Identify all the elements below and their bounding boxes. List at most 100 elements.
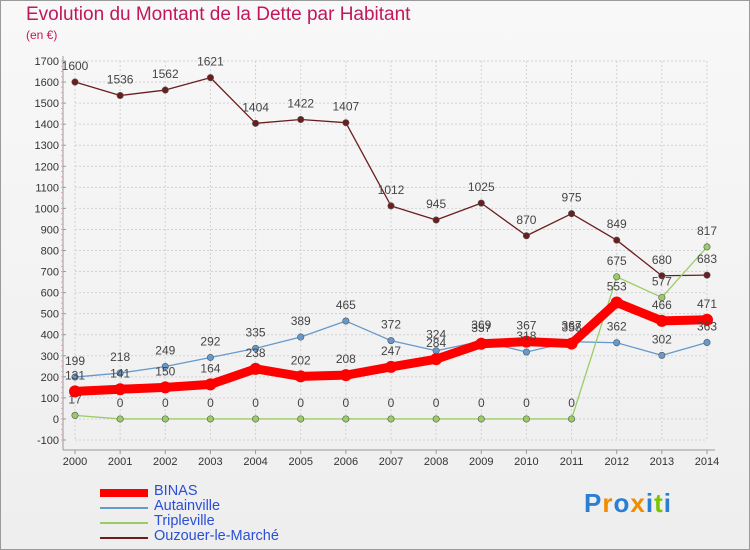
logo-letter: t	[654, 488, 664, 518]
data-point	[613, 236, 621, 244]
x-tick-label: 2001	[108, 456, 132, 468]
data-label: 363	[697, 320, 717, 334]
x-tick-label: 2007	[379, 456, 403, 468]
y-tick-label: 1700	[35, 56, 59, 68]
legend-swatch	[100, 522, 148, 524]
data-point	[342, 415, 350, 423]
chart-title: Evolution du Montant de la Dette par Hab…	[26, 4, 411, 25]
data-point	[114, 383, 127, 396]
x-tick-label: 2002	[153, 456, 177, 468]
x-tick-label: 2009	[469, 456, 493, 468]
series-group	[69, 74, 713, 423]
data-label: 0	[297, 396, 304, 410]
axes: -100010020030040050060070080090010001100…	[35, 56, 719, 468]
data-point	[703, 243, 711, 251]
data-label: 389	[291, 314, 311, 328]
data-point	[701, 313, 713, 326]
data-label: 0	[162, 396, 169, 410]
data-label: 1536	[107, 73, 134, 87]
data-point	[520, 335, 533, 348]
data-label: 199	[65, 354, 85, 368]
data-label: 150	[155, 364, 175, 378]
data-label: 683	[697, 252, 717, 266]
x-tick-label: 2006	[334, 456, 358, 468]
data-label: 680	[652, 253, 672, 267]
data-point	[249, 362, 262, 375]
y-tick-label: 1400	[35, 119, 59, 131]
data-label: 471	[697, 297, 717, 311]
data-point	[658, 351, 666, 359]
data-label: 218	[110, 350, 130, 364]
data-label: 1562	[152, 67, 179, 81]
data-label: 324	[426, 328, 446, 342]
data-label: 302	[652, 332, 672, 346]
data-label: 0	[433, 396, 440, 410]
data-label: 141	[110, 366, 130, 380]
y-tick-label: 0	[53, 414, 59, 426]
y-tick-label: 1500	[35, 98, 59, 110]
data-label: 466	[652, 298, 672, 312]
data-label: 577	[652, 274, 672, 288]
logo-letter: o	[613, 488, 631, 518]
data-label: 1422	[287, 97, 314, 111]
y-tick-label: 1100	[35, 182, 59, 194]
legend-label: Tripleville	[154, 513, 215, 529]
legend-swatch	[100, 489, 148, 497]
logo-letter: i	[663, 488, 672, 518]
data-point	[71, 411, 79, 419]
data-point	[204, 378, 217, 391]
data-label: 249	[155, 344, 175, 358]
legend-label: Autainville	[154, 498, 221, 514]
y-tick-label: 400	[41, 330, 59, 342]
data-point	[252, 415, 260, 423]
x-tick-label: 2008	[424, 456, 448, 468]
data-point	[522, 232, 530, 240]
data-point	[387, 337, 395, 345]
data-point	[206, 415, 214, 423]
data-point	[206, 353, 214, 361]
x-tick-label: 2003	[198, 456, 222, 468]
x-tick-label: 2011	[560, 456, 584, 468]
data-point	[342, 317, 350, 325]
data-label: 817	[697, 224, 717, 238]
legend-swatch	[100, 507, 148, 509]
y-tick-label: -100	[37, 435, 59, 447]
data-point	[703, 339, 711, 347]
data-point	[475, 337, 488, 350]
data-label: 0	[388, 396, 395, 410]
data-point	[116, 92, 124, 100]
chart-subtitle: (en €)	[26, 28, 58, 42]
data-point	[161, 415, 169, 423]
logo-letter: r	[602, 488, 614, 518]
data-point	[387, 202, 395, 210]
legend-label: Ouzouer-le-Marché	[154, 528, 279, 544]
data-point	[206, 74, 214, 82]
x-tick-label: 2012	[604, 456, 628, 468]
x-tick-label: 2004	[243, 456, 267, 468]
data-label: 1600	[62, 59, 89, 73]
data-label: 0	[117, 396, 124, 410]
data-point	[161, 86, 169, 94]
data-point	[69, 385, 81, 398]
data-label: 553	[607, 280, 627, 294]
data-label: 1012	[378, 183, 405, 197]
data-label: 202	[291, 353, 311, 367]
data-label: 372	[381, 318, 401, 332]
data-label: 675	[607, 254, 627, 268]
data-point	[565, 337, 578, 350]
x-tick-label: 2005	[288, 456, 312, 468]
data-point	[655, 314, 668, 327]
data-point	[613, 339, 621, 347]
data-label: 284	[426, 336, 446, 350]
logo-letter: x	[630, 488, 646, 518]
data-point	[161, 363, 169, 371]
data-label: 362	[607, 320, 627, 334]
y-tick-label: 200	[41, 372, 59, 384]
data-point	[116, 369, 124, 377]
data-point	[71, 373, 79, 381]
data-point	[432, 216, 440, 224]
data-label: 849	[607, 217, 627, 231]
data-label: 292	[200, 334, 220, 348]
data-label: 870	[516, 213, 536, 227]
